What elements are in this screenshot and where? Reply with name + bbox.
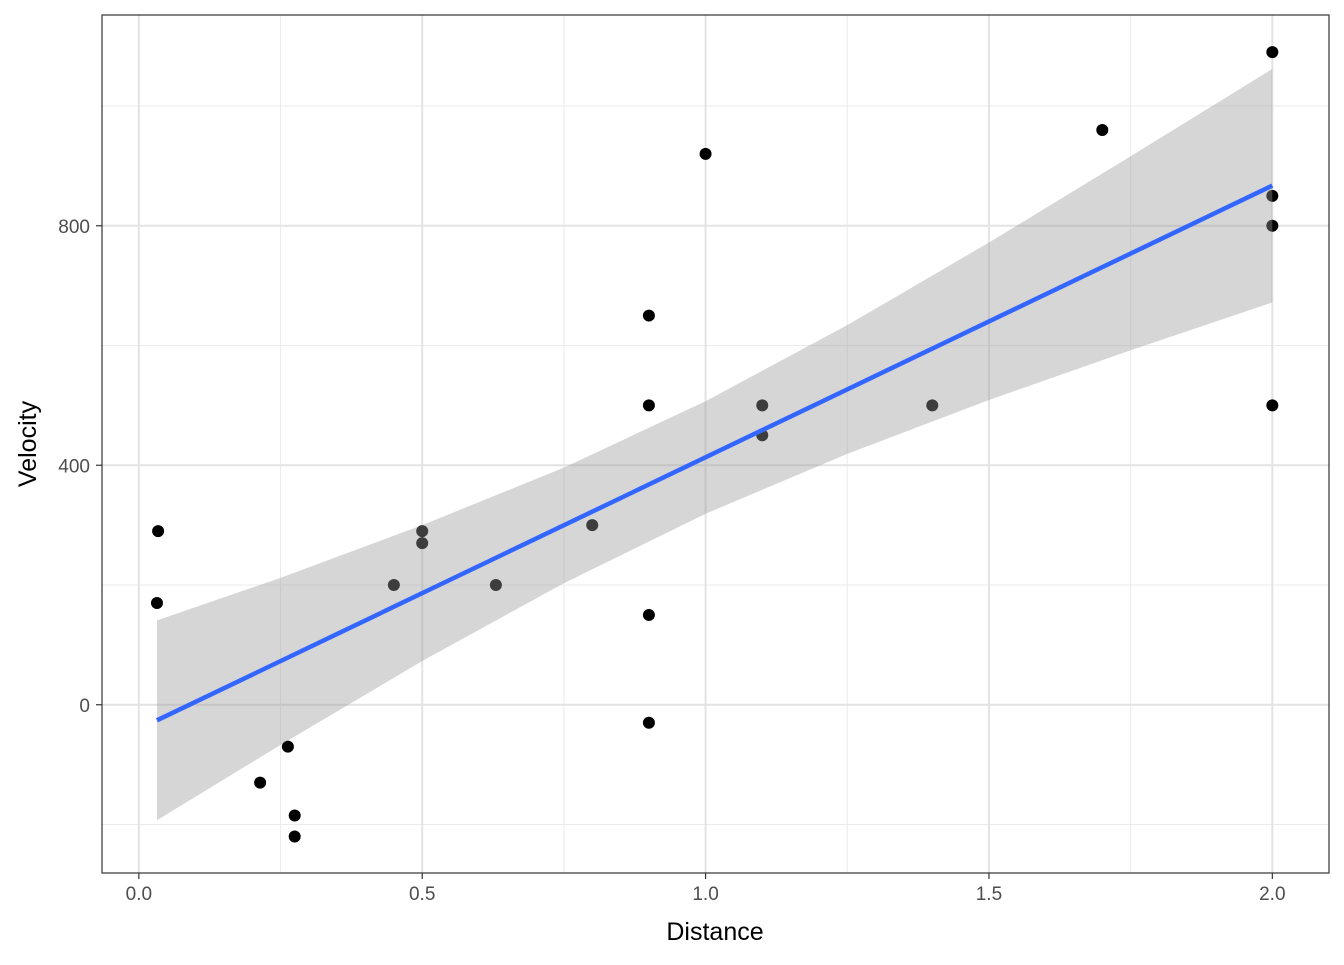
panel-border <box>101 14 1330 874</box>
data-point <box>254 776 267 789</box>
data-point <box>756 399 769 412</box>
data-point <box>416 537 429 550</box>
x-tick-label: 0.0 <box>126 884 152 905</box>
data-points <box>150 46 1279 843</box>
data-point <box>642 608 655 621</box>
x-axis: 0.0 0.5 1.0 1.5 2.0 <box>126 873 1286 905</box>
data-point <box>642 716 655 729</box>
data-point <box>699 147 712 160</box>
panel-background <box>102 15 1329 873</box>
x-tick-label: 2.0 <box>1259 884 1285 905</box>
data-point <box>1266 399 1279 412</box>
y-axis-label: Velocity <box>14 400 42 487</box>
data-point <box>1266 46 1279 59</box>
data-point <box>288 809 301 822</box>
confidence-band <box>156 68 1273 821</box>
data-point <box>288 830 301 843</box>
y-tick-label: 800 <box>58 217 90 238</box>
x-tick-label: 0.5 <box>409 884 435 905</box>
data-point <box>150 596 163 609</box>
x-tick-label: 1.5 <box>976 884 1002 905</box>
data-point <box>281 740 294 753</box>
y-tick-label: 0 <box>79 696 90 717</box>
data-point <box>152 525 165 538</box>
data-point <box>642 309 655 322</box>
data-point <box>1266 189 1279 202</box>
data-point <box>489 579 502 592</box>
x-axis-label: Distance <box>666 918 763 946</box>
gridlines <box>102 15 1329 873</box>
data-point <box>416 525 429 538</box>
data-point <box>642 399 655 412</box>
data-point <box>586 519 599 532</box>
data-point <box>387 579 400 592</box>
data-point <box>926 399 939 412</box>
y-tick-label: 400 <box>58 456 90 477</box>
regression-line <box>156 183 1274 723</box>
data-point <box>1266 219 1279 232</box>
data-point <box>1096 123 1109 136</box>
x-tick-label: 1.0 <box>692 884 718 905</box>
y-axis: 0 400 800 <box>58 217 102 717</box>
